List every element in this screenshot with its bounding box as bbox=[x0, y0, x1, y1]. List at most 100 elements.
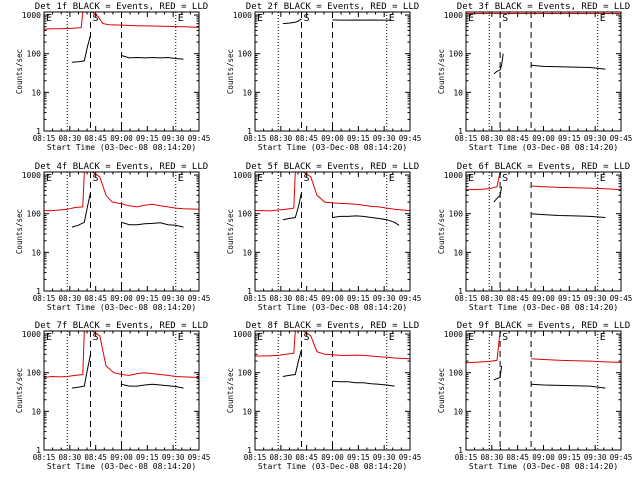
panel-title: Det 3f BLACK = Events, RED = LLD bbox=[457, 2, 630, 12]
series-line-events bbox=[71, 192, 91, 228]
series-line-events bbox=[71, 354, 91, 389]
y-tick-label: 1 bbox=[247, 127, 252, 136]
series-group bbox=[255, 12, 410, 25]
x-tick-label: 09:30 bbox=[162, 453, 185, 462]
series-line-lld bbox=[531, 185, 621, 191]
x-axis-label: Start Time (03-Dec-08 08:14:20) bbox=[47, 462, 196, 471]
x-tick-label: 09:15 bbox=[136, 453, 159, 462]
x-tick-label: 09:45 bbox=[399, 453, 422, 462]
y-tick-label: 100 bbox=[449, 369, 464, 378]
x-tick-label: 09:00 bbox=[110, 294, 133, 303]
marker-letter-e-left: E bbox=[46, 173, 52, 184]
series-group bbox=[466, 172, 621, 218]
marker-letter-e-left: E bbox=[468, 13, 474, 24]
x-axis-label: Start Time (03-Dec-08 08:14:20) bbox=[469, 303, 618, 312]
x-tick-label: 09:45 bbox=[188, 134, 211, 143]
marker-letter-s: S bbox=[93, 332, 99, 343]
x-tick-label: 08:30 bbox=[59, 294, 82, 303]
y-tick-label: 1000 bbox=[444, 11, 463, 20]
x-axis-label: Start Time (03-Dec-08 08:14:20) bbox=[47, 303, 196, 312]
marker-letter-e-right: E bbox=[389, 13, 395, 24]
y-tick-label: 10 bbox=[453, 88, 463, 97]
x-tick-label: 09:30 bbox=[162, 294, 185, 303]
x-tick-label: 09:30 bbox=[162, 134, 185, 143]
marker-letter-s: S bbox=[304, 332, 310, 343]
series-line-events bbox=[493, 365, 503, 381]
y-axis-label: Counts/sec bbox=[437, 209, 446, 254]
series-group bbox=[44, 331, 199, 389]
x-tick-label: 08:30 bbox=[481, 453, 504, 462]
x-axis-label: Start Time (03-Dec-08 08:14:20) bbox=[469, 462, 618, 471]
y-tick-label: 10 bbox=[31, 407, 41, 416]
x-tick-label: 08:45 bbox=[506, 294, 529, 303]
y-axis-label: Counts/sec bbox=[226, 49, 235, 94]
series-line-lld bbox=[531, 358, 621, 363]
marker-letter-s: S bbox=[502, 332, 508, 343]
x-tick-label: 09:00 bbox=[321, 453, 344, 462]
series-line-lld bbox=[302, 331, 410, 360]
x-tick-label: 09:30 bbox=[373, 134, 396, 143]
x-tick-label: 09:15 bbox=[558, 453, 581, 462]
marker-letter-e-left: E bbox=[257, 13, 263, 24]
series-line-events bbox=[493, 53, 504, 75]
series-line-lld bbox=[466, 172, 501, 191]
x-tick-label: 09:45 bbox=[610, 453, 633, 462]
panel-title: Det 9f BLACK = Events, RED = LLD bbox=[457, 321, 630, 331]
y-tick-label: 1 bbox=[36, 127, 41, 136]
x-tick-label: 08:30 bbox=[270, 134, 293, 143]
y-tick-label: 1000 bbox=[233, 11, 252, 20]
series-group bbox=[44, 172, 199, 228]
x-axis-label: Start Time (03-Dec-08 08:14:20) bbox=[47, 143, 196, 152]
series-line-events bbox=[282, 18, 302, 25]
series-line-lld bbox=[255, 331, 296, 357]
marker-letter-s: S bbox=[93, 13, 99, 24]
marker-letter-e-right: E bbox=[178, 13, 184, 24]
x-axis-label: Start Time (03-Dec-08 08:14:20) bbox=[258, 303, 407, 312]
y-tick-label: 100 bbox=[238, 210, 253, 219]
y-tick-label: 1000 bbox=[233, 171, 252, 180]
x-axis-label: Start Time (03-Dec-08 08:14:20) bbox=[258, 143, 407, 152]
series-line-events bbox=[282, 349, 302, 377]
x-axis-label: Start Time (03-Dec-08 08:14:20) bbox=[258, 462, 407, 471]
x-tick-label: 08:45 bbox=[295, 134, 318, 143]
x-tick-label: 09:30 bbox=[584, 134, 607, 143]
y-axis-label: Counts/sec bbox=[437, 368, 446, 413]
x-tick-label: 09:00 bbox=[110, 453, 133, 462]
y-tick-label: 10 bbox=[31, 248, 41, 257]
y-axis-label: Counts/sec bbox=[226, 209, 235, 254]
y-tick-label: 1000 bbox=[444, 171, 463, 180]
y-tick-label: 100 bbox=[238, 369, 253, 378]
series-line-events bbox=[121, 221, 184, 228]
y-tick-label: 1 bbox=[458, 127, 463, 136]
marker-letter-e-right: E bbox=[389, 173, 395, 184]
y-tick-label: 10 bbox=[242, 248, 252, 257]
x-tick-label: 08:45 bbox=[84, 294, 107, 303]
y-tick-label: 1 bbox=[36, 287, 41, 296]
panel-title: Det 4f BLACK = Events, RED = LLD bbox=[35, 162, 208, 172]
y-tick-label: 1 bbox=[458, 446, 463, 455]
x-tick-label: 08:30 bbox=[270, 453, 293, 462]
series-line-lld bbox=[44, 172, 85, 212]
y-tick-label: 100 bbox=[449, 50, 464, 59]
marker-letter-e-left: E bbox=[257, 332, 263, 343]
x-tick-label: 08:15 bbox=[244, 453, 267, 462]
x-tick-label: 09:45 bbox=[610, 134, 633, 143]
series-line-events bbox=[121, 55, 184, 60]
marker-letter-s: S bbox=[304, 173, 310, 184]
y-tick-label: 10 bbox=[242, 88, 252, 97]
marker-letter-e-left: E bbox=[46, 332, 52, 343]
y-tick-label: 1 bbox=[458, 287, 463, 296]
y-axis-label: Counts/sec bbox=[226, 368, 235, 413]
x-tick-label: 09:00 bbox=[321, 134, 344, 143]
marker-letter-e-right: E bbox=[600, 332, 606, 343]
y-tick-label: 10 bbox=[453, 248, 463, 257]
series-line-events bbox=[332, 380, 395, 387]
marker-letter-s: S bbox=[502, 173, 508, 184]
x-tick-label: 08:30 bbox=[59, 134, 82, 143]
x-tick-label: 08:15 bbox=[455, 134, 478, 143]
